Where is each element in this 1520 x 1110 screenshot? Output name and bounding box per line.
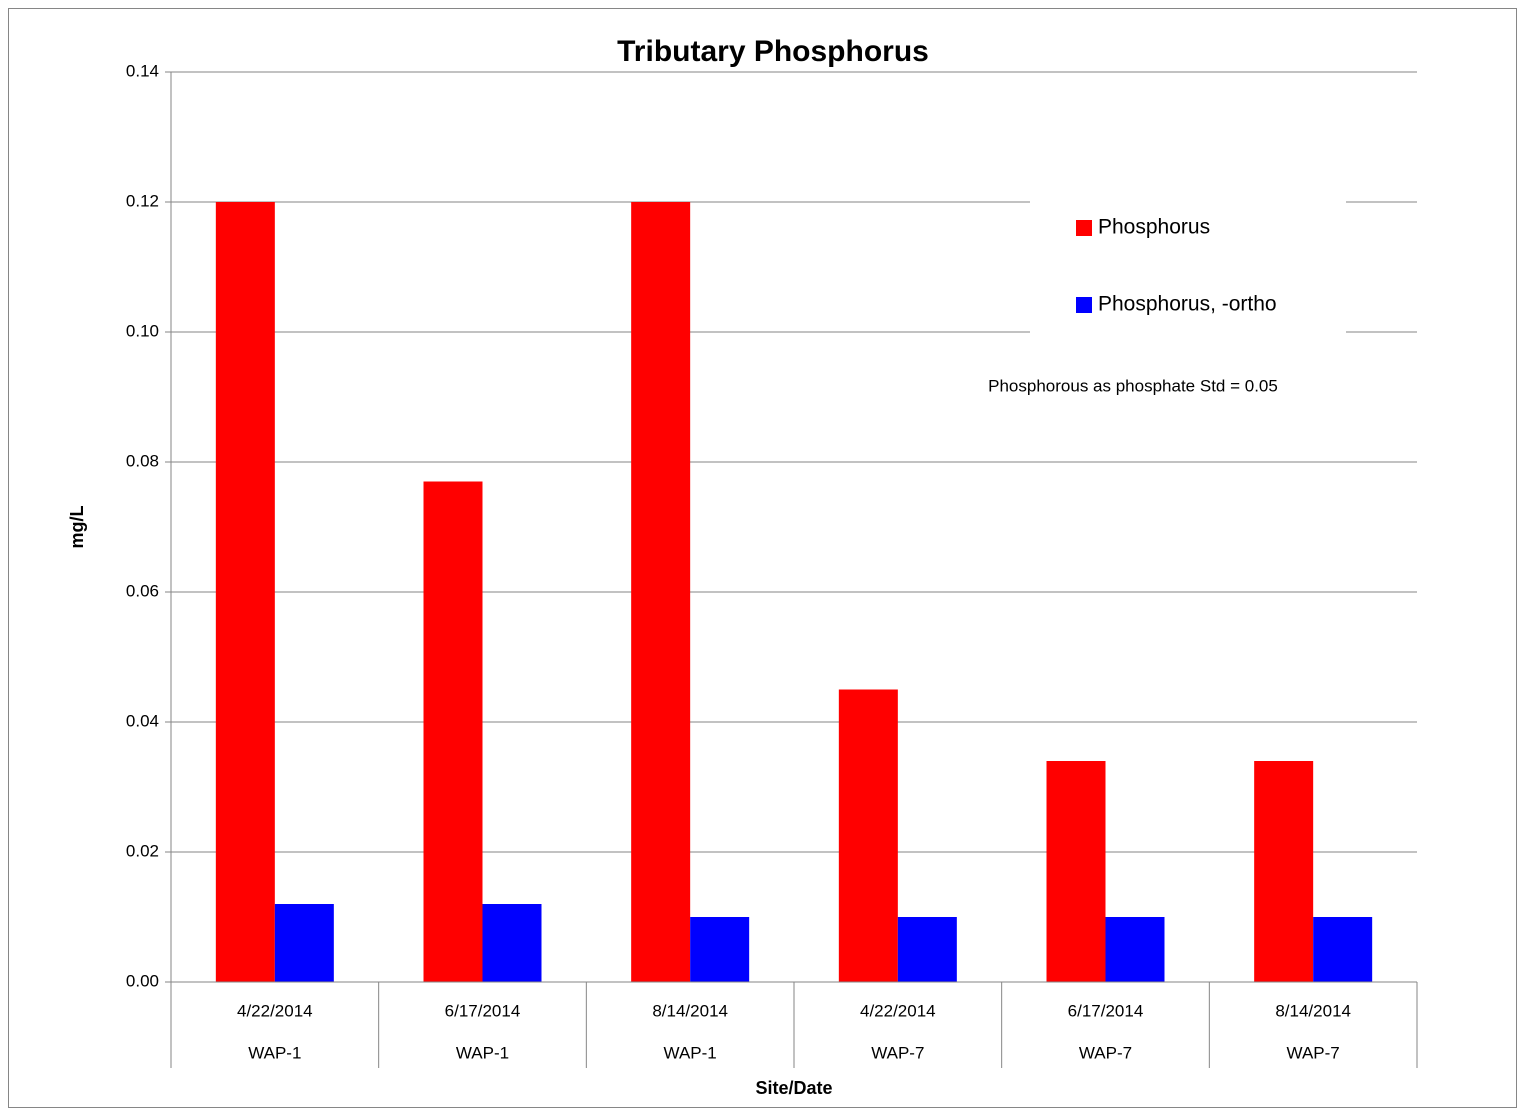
chart-title: Tributary Phosphorus bbox=[617, 35, 929, 68]
bar bbox=[631, 202, 691, 982]
bar bbox=[1254, 761, 1314, 982]
bar bbox=[838, 689, 898, 982]
x-tick-label: 4/22/2014 bbox=[860, 1001, 936, 1020]
bar bbox=[274, 904, 334, 982]
legend-box bbox=[1030, 180, 1346, 352]
bar bbox=[690, 917, 750, 982]
x-tick-label: 8/14/2014 bbox=[652, 1001, 728, 1020]
bar bbox=[1046, 761, 1106, 982]
y-tick-label: 0.14 bbox=[126, 61, 159, 80]
x-tick-label: 8/14/2014 bbox=[1275, 1001, 1351, 1020]
x-group-label: WAP-7 bbox=[871, 1043, 924, 1062]
bar bbox=[482, 904, 542, 982]
legend-swatch bbox=[1076, 220, 1092, 236]
y-tick-label: 0.02 bbox=[126, 841, 159, 860]
x-group-label: WAP-1 bbox=[248, 1043, 301, 1062]
legend-swatch bbox=[1076, 297, 1092, 313]
x-group-label: WAP-7 bbox=[1079, 1043, 1132, 1062]
x-tick-label: 4/22/2014 bbox=[237, 1001, 313, 1020]
y-tick-label: 0.00 bbox=[126, 971, 159, 990]
x-axis-title: Site/Date bbox=[755, 1078, 832, 1098]
x-group-label: WAP-7 bbox=[1287, 1043, 1340, 1062]
bar bbox=[1105, 917, 1165, 982]
x-group-label: WAP-1 bbox=[456, 1043, 509, 1062]
y-tick-label: 0.06 bbox=[126, 581, 159, 600]
x-tick-label: 6/17/2014 bbox=[445, 1001, 521, 1020]
y-tick-label: 0.10 bbox=[126, 321, 159, 340]
annotation: Phosphorous as phosphate Std = 0.05 bbox=[988, 376, 1278, 395]
y-tick-label: 0.08 bbox=[126, 451, 159, 470]
y-tick-label: 0.12 bbox=[126, 191, 159, 210]
bar bbox=[897, 917, 957, 982]
legend-label: Phosphorus, -ortho bbox=[1098, 293, 1277, 316]
bar bbox=[1313, 917, 1373, 982]
legend-label: Phosphorus bbox=[1098, 216, 1210, 239]
bar bbox=[423, 481, 483, 982]
y-axis-title: mg/L bbox=[67, 505, 87, 548]
bar bbox=[215, 202, 275, 982]
y-tick-label: 0.04 bbox=[126, 711, 159, 730]
x-group-label: WAP-1 bbox=[664, 1043, 717, 1062]
x-tick-label: 6/17/2014 bbox=[1068, 1001, 1144, 1020]
